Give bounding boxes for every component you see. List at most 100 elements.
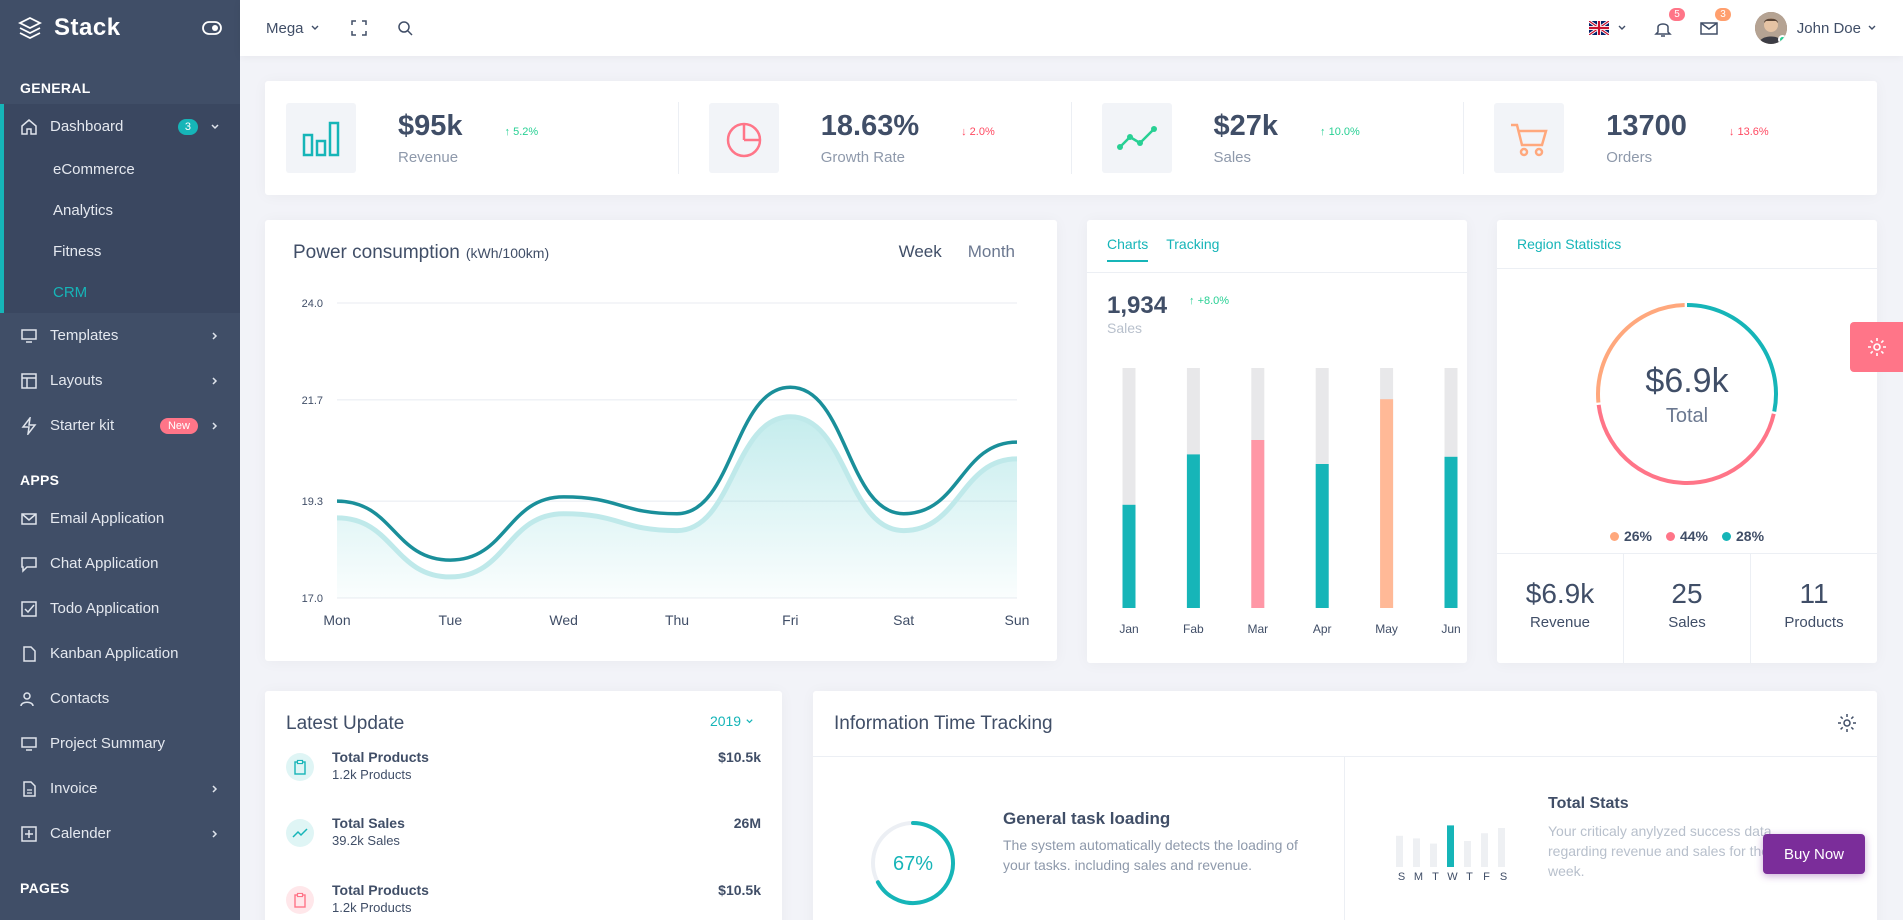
region-stat-label: Products (1784, 614, 1844, 631)
day-label: T (1466, 871, 1473, 883)
list-item: Total Products 1.2k Products $10.5k (286, 749, 761, 789)
divider (1087, 272, 1467, 273)
bar-chart-icon (302, 121, 340, 157)
sidebar-item-layouts[interactable]: Layouts (0, 358, 240, 403)
mail-icon (21, 512, 37, 525)
stat-label: Sales (1213, 149, 1252, 166)
region-stat-value: $6.9k (1525, 578, 1595, 609)
region-stat-products: 11 Products (1751, 554, 1877, 663)
sidebar-item-label: Todo Application (50, 600, 160, 617)
region-stat-label: Sales (1668, 614, 1706, 631)
lightning-icon (21, 416, 37, 435)
x-tick-label: Jun (1441, 622, 1460, 636)
stat-revenue: $95k Revenue ↑ 5.2% (286, 102, 679, 174)
bar (1380, 399, 1394, 608)
bar (1186, 454, 1200, 608)
plus-square-icon (21, 825, 37, 842)
sidebar-item-project-summary[interactable]: Project Summary (0, 721, 240, 766)
dashboard-submenu: eCommerce Analytics Fitness CRM (0, 149, 240, 313)
bar (1444, 456, 1458, 608)
home-icon (21, 118, 37, 135)
sidebar-toggle-icon[interactable] (202, 21, 222, 35)
bar (1315, 464, 1329, 608)
sidebar-item-calender[interactable]: Calender (0, 811, 240, 856)
tab-month[interactable]: Month (967, 242, 1015, 261)
legend-item: 28% (1722, 528, 1764, 544)
clipboard-icon (286, 886, 314, 914)
sidebar-item-dashboard[interactable]: Dashboard 3 (0, 104, 240, 149)
region-stat-sales: 25 Sales (1624, 554, 1751, 663)
day-label: S (1397, 871, 1406, 883)
sidebar-item-label: Contacts (50, 690, 110, 707)
chevron-down-icon[interactable] (1617, 23, 1627, 33)
sidebar-item-chat[interactable]: Chat Application (0, 541, 240, 586)
region-stat-revenue: $6.9k Revenue (1497, 554, 1624, 663)
stat-growth-rate: 18.63% Growth Rate ↓ 2.0% (679, 102, 1072, 174)
stats-card: $95k Revenue ↑ 5.2% 18.63% Growth Rate ↓… (265, 81, 1877, 195)
legend-item: 26% (1609, 528, 1652, 544)
layout-icon (21, 372, 37, 389)
sidebar-item-kanban[interactable]: Kanban Application (0, 631, 240, 676)
user-name: John Doe (1796, 19, 1861, 37)
sidebar-item-contacts[interactable]: Contacts (0, 676, 240, 721)
stat-delta-value: 13.6% (1737, 126, 1769, 138)
messages-button[interactable]: 3 (1699, 8, 1731, 38)
progress-ring: 67% (871, 821, 955, 905)
chevron-right-icon (212, 421, 218, 430)
sidebar-item-invoice[interactable]: Invoice (0, 766, 240, 811)
buy-now-button[interactable]: Buy Now (1763, 834, 1865, 874)
x-tick-label: Wed (549, 612, 578, 628)
power-title-text: Power consumption (293, 242, 460, 263)
stat-icon-box (1101, 103, 1172, 173)
monitor-icon (21, 328, 37, 343)
region-title: Region Statistics (1517, 236, 1622, 252)
sidebar-item-analytics[interactable]: Analytics (53, 202, 114, 219)
user-menu[interactable]: John Doe (1754, 12, 1877, 44)
bar (1498, 828, 1505, 867)
x-tick-label: Fab (1183, 622, 1204, 636)
gear-icon[interactable] (1837, 713, 1857, 733)
divider-vertical (1344, 756, 1345, 920)
uk-flag-icon[interactable] (1588, 21, 1609, 35)
stat-label: Orders (1606, 149, 1653, 166)
search-icon[interactable] (396, 19, 414, 37)
list-item: Total Products 1.2k Products $10.5k (286, 882, 761, 920)
bar (1396, 835, 1403, 867)
tab-week[interactable]: Week (898, 242, 942, 261)
sidebar-item-starter-kit[interactable]: Starter kit New (0, 403, 240, 448)
file-icon (23, 645, 36, 662)
x-tick-label: Jan (1119, 622, 1138, 636)
x-tick-label: Thu (665, 612, 689, 628)
sidebar-item-label: Calender (50, 825, 111, 842)
notifications-button[interactable]: 5 (1653, 8, 1685, 38)
sidebar-item-email[interactable]: Email Application (0, 496, 240, 541)
sidebar-item-templates[interactable]: Templates (0, 313, 240, 358)
trend-line-icon (1116, 126, 1157, 150)
power-consumption-card: Power consumption (kWh/100km) Week Month … (265, 220, 1057, 661)
stat-orders: 13700 Orders ↓ 13.6% (1464, 102, 1856, 174)
region-stat-value: 11 (1799, 578, 1829, 609)
pie-slice (1596, 303, 1685, 403)
tab-tracking[interactable]: Tracking (1166, 236, 1220, 252)
year-dropdown[interactable]: 2019 (710, 713, 754, 729)
sidebar-item-ecommerce[interactable]: eCommerce (53, 161, 135, 178)
message-count-badge: 3 (1715, 8, 1731, 21)
mega-menu[interactable]: Mega (266, 20, 320, 37)
sidebar-item-todo[interactable]: Todo Application (0, 586, 240, 631)
time-tracking-card: Information Time Tracking 67% General ta… (813, 691, 1877, 920)
sidebar-item-fitness[interactable]: Fitness (53, 243, 102, 260)
tab-charts[interactable]: Charts (1107, 236, 1149, 262)
dashboard-count-badge: 3 (177, 118, 198, 135)
sidebar-item-crm[interactable]: CRM (53, 284, 88, 301)
section-apps: APPS (20, 472, 60, 488)
chevron-right-icon (212, 784, 218, 793)
region-footer: $6.9k Revenue 25 Sales 11 Products (1497, 553, 1877, 663)
stat-delta: ↓ 2.0% (961, 126, 995, 138)
customizer-toggle[interactable] (1850, 322, 1903, 372)
fullscreen-icon[interactable] (350, 19, 368, 37)
x-tick-label: May (1375, 622, 1398, 636)
sales-value: 1,934 (1107, 292, 1168, 319)
power-tabs: Week Month (899, 242, 1015, 262)
chevron-down-icon (1868, 25, 1876, 30)
task-title: General task loading (1003, 809, 1171, 828)
